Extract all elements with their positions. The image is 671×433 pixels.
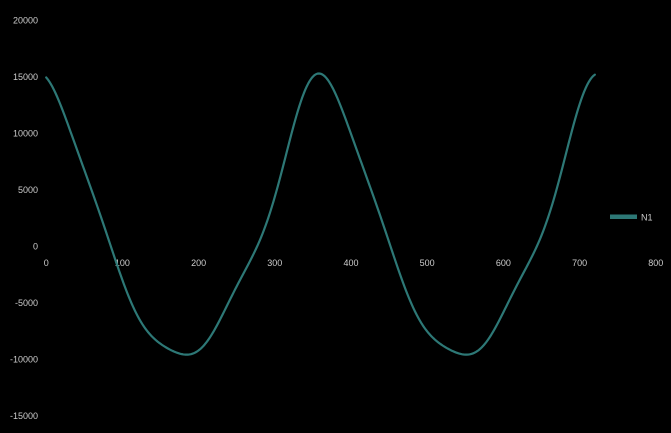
svg-text:0: 0 [33, 242, 38, 252]
svg-text:N1: N1 [641, 213, 653, 223]
svg-text:5000: 5000 [18, 185, 38, 195]
svg-text:-5000: -5000 [15, 298, 38, 308]
svg-text:600: 600 [496, 258, 511, 268]
svg-text:200: 200 [191, 258, 206, 268]
svg-text:700: 700 [572, 258, 587, 268]
svg-text:20000: 20000 [13, 15, 38, 25]
svg-text:-15000: -15000 [10, 411, 38, 421]
svg-text:10000: 10000 [13, 128, 38, 138]
svg-text:-10000: -10000 [10, 355, 38, 365]
svg-text:800: 800 [648, 258, 663, 268]
svg-text:400: 400 [343, 258, 358, 268]
svg-text:0: 0 [44, 258, 49, 268]
svg-text:15000: 15000 [13, 72, 38, 82]
svg-text:300: 300 [267, 258, 282, 268]
svg-text:500: 500 [420, 258, 435, 268]
